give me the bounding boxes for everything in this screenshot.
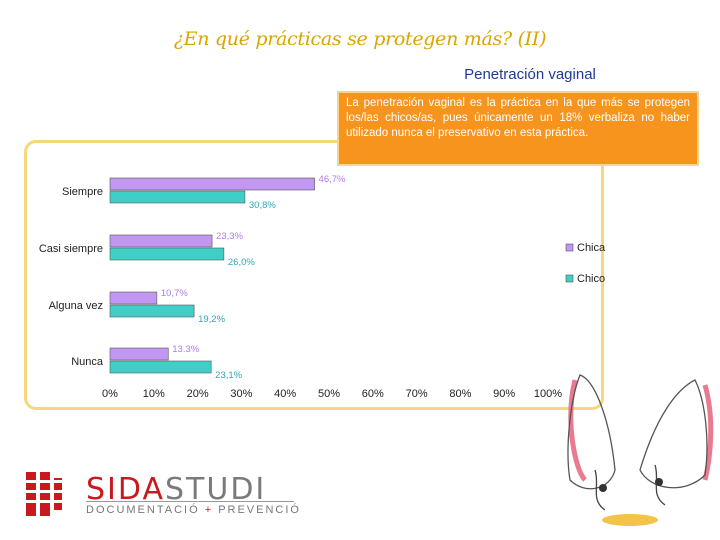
x-tick-label: 80%	[449, 388, 471, 400]
page-title: ¿En qué prácticas se protegen más? (II)	[173, 28, 547, 50]
x-tick-label: 60%	[362, 388, 384, 400]
x-tick-label: 20%	[187, 388, 209, 400]
x-tick-label: 30%	[230, 388, 252, 400]
bar-chica	[109, 347, 169, 361]
x-tick-label: 40%	[274, 388, 296, 400]
bar-chica	[109, 177, 315, 191]
logo-mark-icon	[24, 472, 64, 516]
bar-chico	[109, 304, 195, 318]
condom-illustration-icon	[567, 374, 714, 526]
category-label: Casi siempre	[39, 243, 103, 255]
logo-tagline-prev: PREVENCIÓ	[218, 504, 301, 516]
legend-label-chica: Chica	[577, 242, 606, 254]
data-label-chica: 13.3%	[172, 344, 199, 355]
bar-chico	[109, 360, 212, 374]
logo-divider	[86, 501, 294, 502]
legend-swatch-chico	[565, 274, 574, 283]
logo-tagline-plus: +	[199, 504, 219, 516]
legend-swatch-chica	[565, 243, 574, 252]
bar-chica	[109, 234, 213, 248]
data-label-chico: 26,0%	[228, 257, 255, 268]
category-label: Alguna vez	[49, 300, 103, 312]
data-label-chica: 23,3%	[216, 231, 243, 242]
x-tick-label: 10%	[143, 388, 165, 400]
x-tick-label: 70%	[406, 388, 428, 400]
bar-chico	[109, 190, 246, 204]
data-label-chico: 19,2%	[198, 314, 225, 325]
data-label-chica: 10,7%	[161, 288, 188, 299]
x-tick-label: 90%	[493, 388, 515, 400]
x-tick-label: 50%	[318, 388, 340, 400]
bar-chica	[109, 291, 158, 305]
x-tick-label: 100%	[534, 388, 562, 400]
sidastudi-logo: SIDASTUDI DOCUMENTACIÓ + PREVENCIÓ	[24, 470, 299, 520]
data-label-chico: 23,1%	[215, 370, 242, 381]
category-label: Siempre	[62, 186, 103, 198]
category-label: Nunca	[71, 356, 104, 368]
logo-tagline: DOCUMENTACIÓ + PREVENCIÓ	[86, 504, 301, 516]
data-label-chica: 46,7%	[319, 174, 346, 185]
legend-label-chico: Chico	[577, 273, 605, 285]
info-callout: La penetración vaginal es la práctica en…	[337, 91, 699, 166]
data-label-chico: 30,8%	[249, 200, 276, 211]
chart-subtitle: Penetración vaginal	[464, 66, 596, 83]
logo-tagline-doc: DOCUMENTACIÓ	[86, 504, 200, 516]
bar-chico	[109, 247, 225, 261]
chart-frame	[24, 140, 604, 410]
x-tick-label: 0%	[102, 388, 118, 400]
